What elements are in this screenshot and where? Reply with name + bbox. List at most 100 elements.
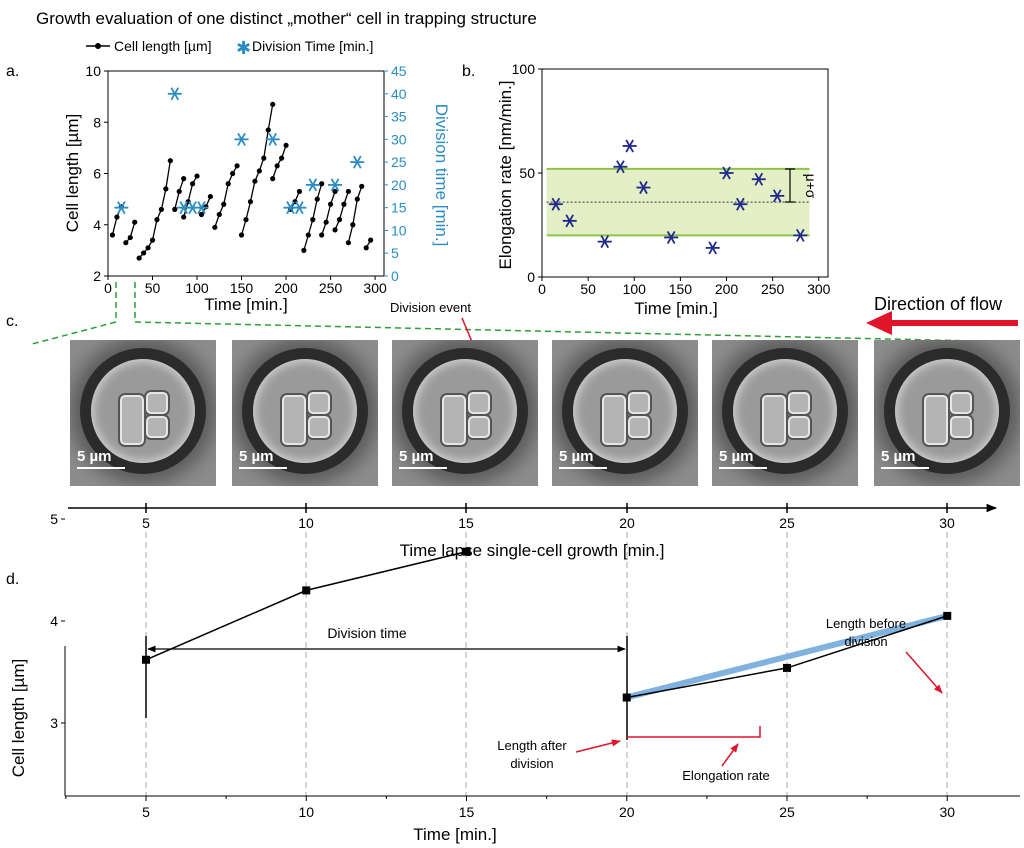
a-division-point xyxy=(328,178,343,192)
a-division-point-stroke xyxy=(295,201,304,215)
zoom-lines xyxy=(31,282,1021,345)
a-xtick-label: 200 xyxy=(274,280,298,296)
b-elongation-point xyxy=(719,166,734,180)
b-ytick-label: 100 xyxy=(512,61,536,77)
a-length-point xyxy=(252,178,258,184)
micrograph-6: 5 µm xyxy=(874,340,1020,486)
panel-a-legend: Cell length [µm] ✱ Division Time [min.] xyxy=(86,38,373,58)
b-xtick-label: 150 xyxy=(669,281,693,297)
timeline-tick-label: 5 xyxy=(142,515,150,531)
a-xtick-label: 0 xyxy=(104,280,112,296)
elongation-rate-label: Elongation rate xyxy=(682,768,769,783)
a-length-point xyxy=(234,163,240,169)
a-length-point xyxy=(136,255,142,261)
d-ytick-label: 3 xyxy=(50,715,58,731)
b-elongation-point xyxy=(733,197,748,211)
division-event-label: Division event xyxy=(390,300,471,315)
a-length-point xyxy=(363,245,369,251)
a-xtick-label: 150 xyxy=(230,280,254,296)
b-elongation-point xyxy=(562,214,577,228)
a-length-point xyxy=(221,201,227,207)
b-std-band xyxy=(546,168,810,236)
b-xtick-label: 0 xyxy=(538,281,546,297)
a-length-point xyxy=(216,211,222,218)
b-elongation-point-stroke xyxy=(639,181,648,195)
a-length-point xyxy=(359,183,365,189)
band-bracket xyxy=(785,168,795,203)
a-length-point xyxy=(149,237,156,243)
a-division-point-stroke xyxy=(188,201,197,215)
division-time-label: Division time xyxy=(327,625,407,641)
a-division-point-stroke xyxy=(268,132,277,146)
b-elongation-point-stroke xyxy=(600,235,610,249)
a-length-point xyxy=(354,196,360,202)
b-elongation-point xyxy=(751,172,766,186)
a-length-point xyxy=(145,245,151,251)
scale-bar-label: 5 µm xyxy=(881,448,916,465)
a-division-point xyxy=(167,87,182,101)
a-length-point xyxy=(314,196,320,202)
a-length-point xyxy=(345,188,351,195)
panel-d-ylabel: Cell length [µm] xyxy=(9,659,28,777)
b-elongation-point-stroke xyxy=(754,172,764,186)
b-elongation-point xyxy=(664,230,679,244)
d-xtick-label: 15 xyxy=(459,804,475,820)
d-xtick-label: 25 xyxy=(779,804,795,820)
a-xtick-label: 300 xyxy=(363,280,387,296)
b-elongation-point-stroke xyxy=(565,214,574,228)
a-division-point-stroke xyxy=(237,132,246,146)
a-y2tick-label: 20 xyxy=(391,177,407,193)
scale-bar xyxy=(77,467,125,469)
b-xtick-label: 200 xyxy=(715,281,739,297)
a-y2tick-label: 5 xyxy=(391,245,399,261)
panel-b-xlabel: Time [min.] xyxy=(634,299,717,318)
a-length-point xyxy=(194,173,200,179)
a-division-point-stroke xyxy=(353,155,362,169)
a-length-point xyxy=(332,227,338,233)
a-length-point xyxy=(127,234,133,241)
b-elongation-point-stroke xyxy=(616,160,625,174)
a-xtick-label: 50 xyxy=(145,280,161,296)
a-division-point xyxy=(292,201,307,215)
timeline-tick-label: 10 xyxy=(298,515,314,531)
b-elongation-point xyxy=(636,181,651,195)
a-division-point xyxy=(114,201,129,215)
a-length-point xyxy=(123,240,129,246)
b-elongation-point-stroke xyxy=(772,189,782,203)
panel-a-ylabel-left: Cell length [µm] xyxy=(63,114,82,232)
a-length-point xyxy=(301,247,307,253)
d-xtick-label: 30 xyxy=(939,804,955,820)
b-elongation-point xyxy=(793,228,808,242)
figure-title: Growth evaluation of one distinct „mothe… xyxy=(36,9,537,28)
a-length-line xyxy=(240,104,274,236)
a-division-point-stroke xyxy=(179,201,188,215)
a-length-point xyxy=(238,232,245,238)
d-xtick-label: 5 xyxy=(142,804,150,820)
legend-division-time: Division Time [min.] xyxy=(252,38,373,54)
micrograph-1: 5 µm xyxy=(70,340,216,486)
a-length-point xyxy=(261,155,267,161)
b-elongation-point-stroke xyxy=(796,228,805,242)
b-xtick-label: 50 xyxy=(580,281,596,297)
d-series-point xyxy=(142,655,150,664)
d-series-point xyxy=(783,663,791,672)
length-after-label-1: Length after xyxy=(497,738,567,753)
a-length-point xyxy=(341,201,347,207)
a-length-point xyxy=(167,158,173,164)
micrograph-4: 5 µm xyxy=(552,340,698,486)
d-elongation-fit xyxy=(623,612,951,701)
a-y2tick-label: 30 xyxy=(391,131,407,147)
a-y2tick-label: 15 xyxy=(391,200,407,216)
a-y2tick-label: 40 xyxy=(391,86,407,102)
a-length-point xyxy=(132,219,138,225)
timeline-label: Time lapse single-cell growth [min.] xyxy=(400,541,665,560)
length-before-label-2: division xyxy=(844,634,887,649)
scale-bar xyxy=(559,467,607,469)
b-elongation-point xyxy=(770,189,785,203)
legend-division-marker: ✱ xyxy=(236,38,251,58)
b-ytick-label: 50 xyxy=(519,165,535,181)
panel-label-d: d. xyxy=(6,571,19,588)
timeline-tick-label: 25 xyxy=(779,515,795,531)
a-length-point xyxy=(270,101,276,107)
